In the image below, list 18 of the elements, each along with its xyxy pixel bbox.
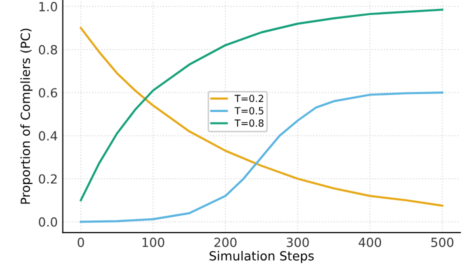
y-tick-label: 0.6 xyxy=(38,88,58,98)
x-tick-label: 100 xyxy=(142,238,164,248)
x-tick-label: 300 xyxy=(286,238,309,248)
legend-label: T=0.8 xyxy=(234,119,264,127)
y-tick-label: 0.2 xyxy=(38,174,57,184)
line-series xyxy=(80,92,444,223)
x-tick-label: 500 xyxy=(431,238,454,248)
y-tick-label: 0.8 xyxy=(38,45,58,54)
x-tick-label: 0 xyxy=(78,238,84,248)
y-tick-label: 1.0 xyxy=(39,2,58,12)
legend-label: T=0.5 xyxy=(234,107,264,114)
y-tick-label: 0.4 xyxy=(38,131,58,141)
x-tick-label: 400 xyxy=(358,238,382,248)
x-axis-title: Simulation Steps xyxy=(210,250,314,264)
x-tick-label: 200 xyxy=(214,238,237,248)
y-tick-label: 0.0 xyxy=(38,217,58,227)
y-axis-title: Proportion of Compliers (PC) xyxy=(20,28,32,204)
legend-label: T=0.2 xyxy=(234,94,264,102)
